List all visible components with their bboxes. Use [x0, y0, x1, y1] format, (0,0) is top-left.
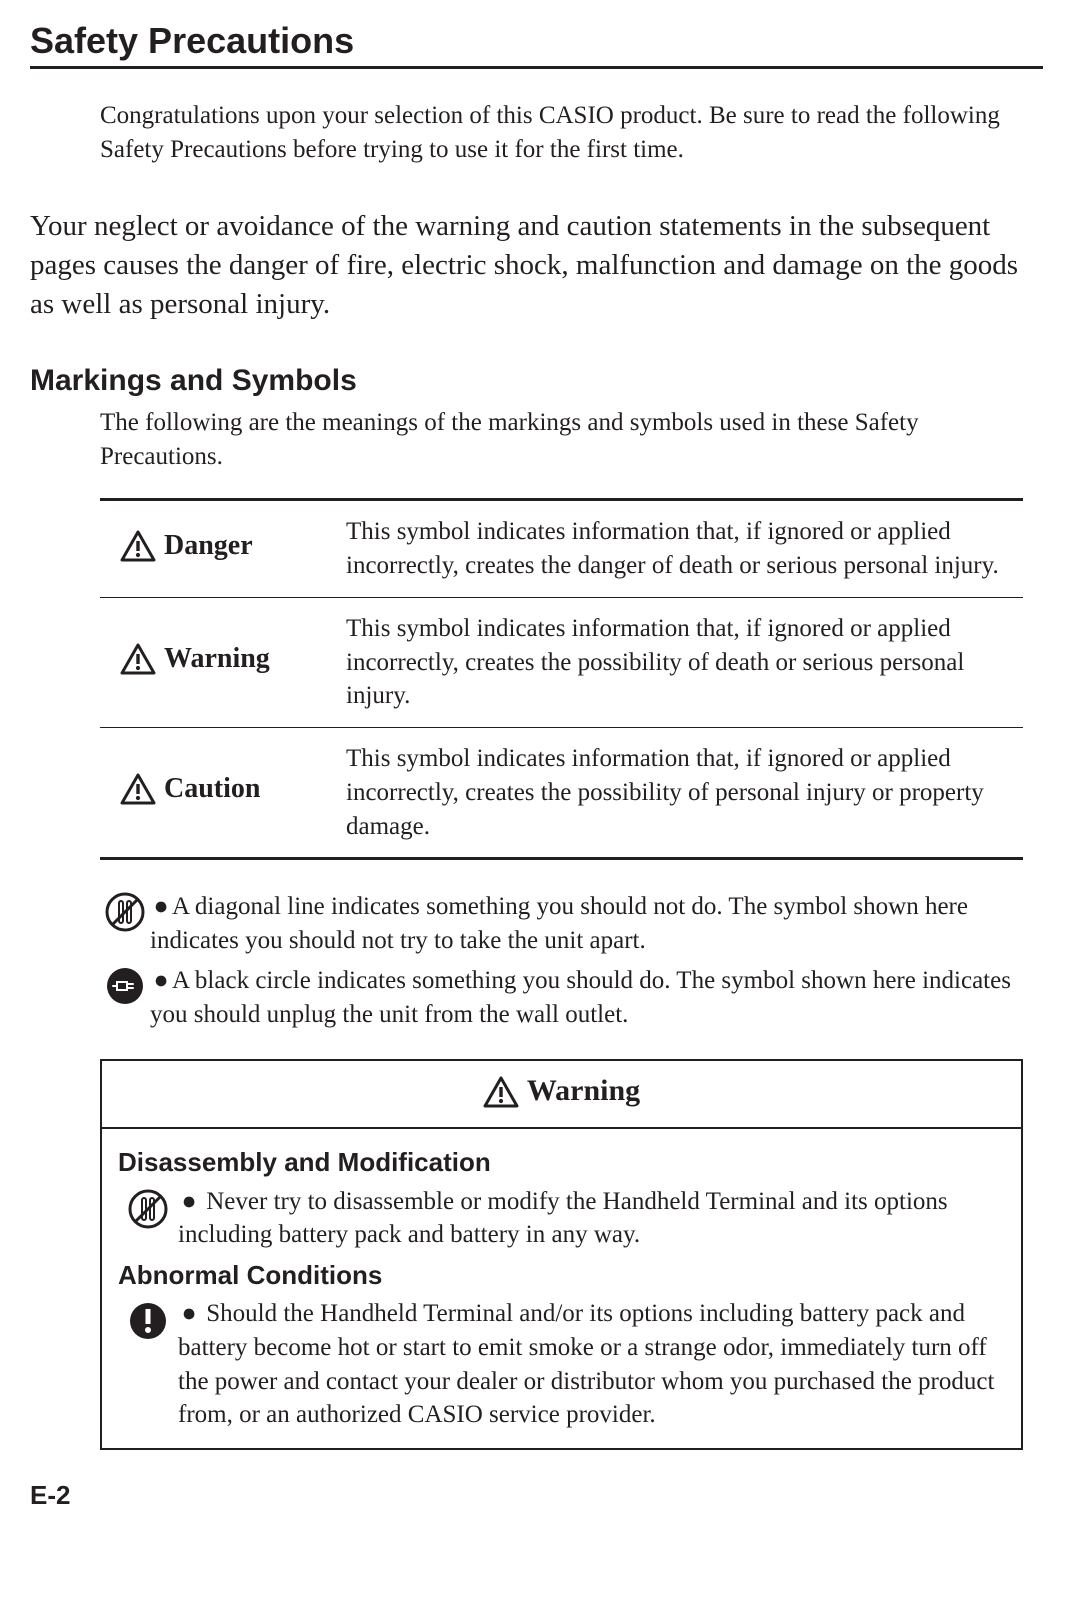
warning-box: Warning Disassembly and Modification ● N… [100, 1059, 1023, 1450]
warning-label-text: Warning [164, 640, 270, 678]
warning-label: Warning [120, 640, 270, 678]
abnormal-text: Should the Handheld Terminal and/or its … [178, 1300, 994, 1428]
abnormal-heading: Abnormal Conditions [118, 1258, 1005, 1293]
bullet-icon: ● [150, 964, 172, 998]
markings-body: The following are the meanings of the ma… [100, 406, 1023, 1450]
mandatory-icon [118, 1297, 178, 1341]
markings-intro: The following are the meanings of the ma… [100, 406, 1023, 474]
list-item: ● Should the Handheld Terminal and/or it… [118, 1297, 1005, 1432]
bullet-icon: ● [178, 1185, 200, 1219]
title-rule [30, 66, 1043, 69]
caution-label: Caution [120, 770, 260, 808]
danger-label-text: Danger [164, 527, 253, 565]
danger-desc: This symbol indicates information that, … [338, 501, 1023, 597]
intro-text: Congratulations upon your selection of t… [100, 99, 1013, 167]
prohibit-icon [100, 890, 150, 932]
disassembly-heading: Disassembly and Modification [118, 1145, 1005, 1180]
table-row: Danger This symbol indicates information… [100, 501, 1023, 597]
warning-triangle-icon [483, 1076, 519, 1108]
warning-triangle-icon [120, 530, 156, 562]
page-title: Safety Precautions [30, 20, 1043, 62]
disassembly-text: Never try to disassemble or modify the H… [178, 1188, 948, 1249]
warning-box-body: Disassembly and Modification ● Never try… [102, 1129, 1021, 1448]
prohibit-text: A diagonal line indicates something you … [150, 893, 968, 954]
warning-box-header-label: Warning [527, 1071, 640, 1112]
warning-triangle-icon [120, 773, 156, 805]
bullet-icon: ● [178, 1297, 200, 1331]
page: Safety Precautions Congratulations upon … [0, 0, 1073, 1541]
mandatory-text: A black circle indicates something you s… [150, 967, 1011, 1028]
list-item: ●A diagonal line indicates something you… [100, 890, 1023, 958]
table-row: Warning This symbol indicates informatio… [100, 597, 1023, 727]
icon-meaning-list: ●A diagonal line indicates something you… [100, 890, 1023, 1031]
warning-box-header: Warning [102, 1061, 1021, 1129]
prohibit-icon [118, 1185, 178, 1229]
page-number: E-2 [30, 1480, 1043, 1511]
table-row: Caution This symbol indicates informatio… [100, 728, 1023, 859]
caution-desc: This symbol indicates information that, … [338, 728, 1023, 859]
list-item: ● Never try to disassemble or modify the… [118, 1185, 1005, 1253]
neglect-text: Your neglect or avoidance of the warning… [30, 207, 1043, 324]
warning-desc: This symbol indicates information that, … [338, 597, 1023, 727]
caution-label-text: Caution [164, 770, 260, 808]
danger-label: Danger [120, 527, 253, 565]
warning-triangle-icon [120, 643, 156, 675]
markings-heading: Markings and Symbols [30, 364, 1043, 398]
unplug-icon [100, 964, 150, 1006]
symbol-table: Danger This symbol indicates information… [100, 498, 1023, 860]
list-item: ●A black circle indicates something you … [100, 964, 1023, 1032]
bullet-icon: ● [150, 890, 172, 924]
